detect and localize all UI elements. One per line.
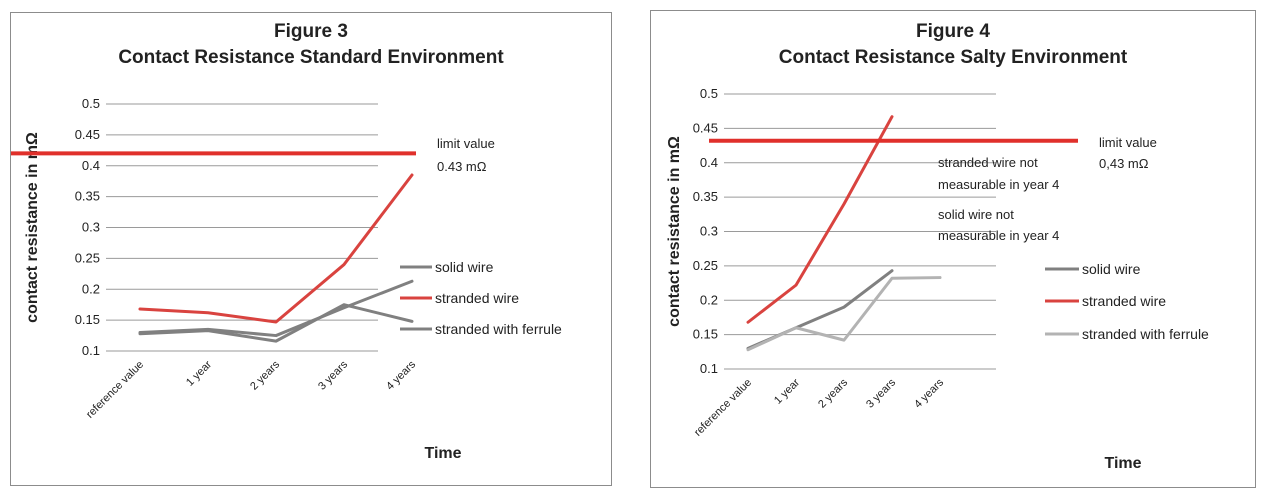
chart-plot-figure-3: 0.1 0.15 0.2 0.25 0.3 0.35 0.4 0.45 0.5 reference… <box>11 96 562 462</box>
y-tick-label: 0.2 <box>700 292 718 307</box>
chart-title: Figure 3 <box>274 21 348 42</box>
x-tick-label: 1 year <box>184 358 214 388</box>
y-axis-title: contact resistance in mΩ <box>24 132 41 323</box>
chart-title-block: Figure 3 Contact Resistance Standard Env… <box>11 19 611 71</box>
chart-title-block: Figure 4 Contact Resistance Salty Enviro… <box>651 19 1255 71</box>
limit-label: limit value <box>1099 135 1157 150</box>
annotation-text: solid wire not <box>938 207 1014 222</box>
y-tick-label: 0.1 <box>700 361 718 376</box>
y-tick-label: 0.25 <box>75 250 100 265</box>
y-tick-label: 0.45 <box>75 127 100 142</box>
y-tick-label: 0.35 <box>75 189 100 204</box>
legend-label: stranded wire <box>435 290 519 306</box>
chart-title: Figure 4 <box>916 21 990 42</box>
y-axis-title: contact resistance in mΩ <box>666 136 683 327</box>
x-tick-label: 1 year <box>772 376 802 406</box>
x-tick-label: 4 years <box>912 376 946 410</box>
chart-panel-figure-4: Figure 4 Contact Resistance Salty Enviro… <box>650 10 1256 488</box>
limit-value-label: 0.43 mΩ <box>437 159 487 174</box>
x-tick-label: 2 years <box>816 376 850 410</box>
y-tick-label: 0.25 <box>693 258 718 273</box>
series-line-stranded-wire <box>746 115 894 324</box>
annotation-text: measurable in year 4 <box>938 228 1059 243</box>
annotation-text: stranded wire not <box>938 155 1038 170</box>
x-axis-title: Time <box>1104 455 1141 472</box>
x-tick-label: reference value <box>84 359 146 421</box>
y-tick-label: 0.15 <box>693 327 718 342</box>
y-tick-label: 0.15 <box>75 312 100 327</box>
x-tick-label: 3 years <box>864 376 898 410</box>
chart-subtitle: Contact Resistance Standard Environment <box>118 47 504 68</box>
x-tick-label: reference value <box>692 377 754 439</box>
x-axis-title: Time <box>424 445 461 462</box>
series-line-solid-wire <box>746 269 894 350</box>
limit-value-label: 0,43 mΩ <box>1099 156 1149 171</box>
legend-label: solid wire <box>1082 261 1141 277</box>
y-tick-label: 0.4 <box>82 158 100 173</box>
legend-label: stranded with ferrule <box>1082 326 1209 342</box>
y-tick-label: 0.1 <box>82 343 100 358</box>
x-tick-label: 3 years <box>316 358 350 392</box>
series-line-stranded-with-ferrule <box>138 303 414 343</box>
legend-label: solid wire <box>435 259 494 275</box>
y-tick-label: 0.5 <box>82 96 100 111</box>
y-tick-label: 0.35 <box>693 189 718 204</box>
chart-plot-figure-4: 0.1 0.15 0.2 0.25 0.3 0.35 0.4 0.45 0.5 reference… <box>666 86 1209 472</box>
y-tick-label: 0.2 <box>82 281 100 296</box>
series-line-stranded-with-ferrule <box>746 276 942 352</box>
chart-subtitle: Contact Resistance Salty Environment <box>778 47 1128 68</box>
x-tick-label: 2 years <box>248 358 282 392</box>
y-tick-label: 0.3 <box>700 224 718 239</box>
annotation-text: measurable in year 4 <box>938 177 1059 192</box>
series-line-stranded-wire <box>138 173 414 324</box>
y-tick-label: 0.3 <box>82 220 100 235</box>
chart-panel-figure-3: Figure 3 Contact Resistance Standard Env… <box>10 12 612 486</box>
y-tick-label: 0.45 <box>693 120 718 135</box>
legend-label: stranded wire <box>1082 293 1166 309</box>
y-tick-label: 0.5 <box>700 86 718 101</box>
limit-label: limit value <box>437 136 495 151</box>
legend-label: stranded with ferrule <box>435 321 562 337</box>
y-tick-label: 0.4 <box>700 155 718 170</box>
x-tick-label: 4 years <box>384 358 418 392</box>
